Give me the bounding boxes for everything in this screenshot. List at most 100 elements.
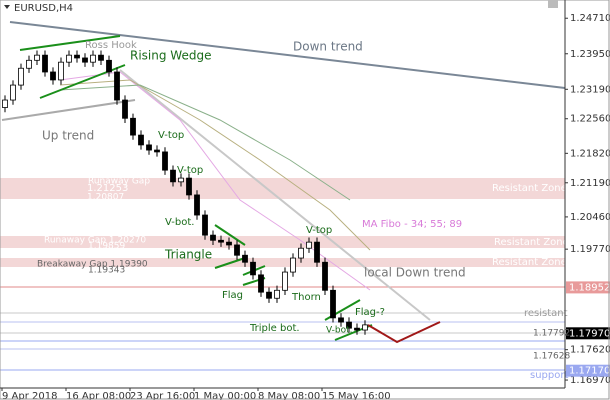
zones [0, 178, 565, 371]
y-tick-label: 1.19770 [570, 244, 610, 255]
annotation: 1.17628 [533, 352, 570, 362]
candle-body [10, 84, 16, 101]
forecast [367, 321, 441, 344]
candle-body [354, 327, 360, 331]
price-label-box [566, 364, 610, 377]
labels: 1.24710 1.23950 1.23190 1.22560 1.21820 1.211… [1, 13, 610, 400]
resistant-zone [0, 178, 565, 199]
candle-body [74, 54, 80, 59]
x-tick-label: 1 May 00:00 [194, 391, 256, 400]
price-label: 1.18952 [569, 282, 610, 293]
candle-body [114, 71, 120, 101]
x-tick-label: 23 Apr 16:00 [130, 391, 195, 400]
candle-body [18, 67, 24, 86]
candle-body [90, 54, 96, 63]
candle-body [202, 214, 208, 236]
candles [2, 50, 368, 335]
annotation: Runaway Gap [88, 177, 150, 187]
candle-body [314, 241, 320, 263]
y-tick-label: 1.24710 [570, 13, 610, 24]
candle-body [242, 254, 248, 263]
candle-body [306, 241, 312, 249]
price-label: 1.17170 [569, 366, 610, 377]
candle-body [330, 289, 336, 319]
annotation: Runaway Gap 1.20270 [44, 236, 146, 246]
candle-body [346, 321, 352, 329]
annotation: Triple bot. [249, 323, 300, 334]
candle-body [106, 59, 112, 73]
annotation: 1.20807 [87, 193, 124, 203]
candle-body [194, 194, 200, 216]
candle-body [42, 54, 48, 73]
annotation: MA Fibo - 34; 55; 89 [362, 219, 462, 230]
candle-body [186, 177, 192, 196]
wedge-line [19, 35, 121, 51]
annotation: local Down trend [364, 266, 466, 280]
y-tick-label: 1.16970 [570, 375, 610, 386]
candle-body [2, 99, 8, 108]
triangle-line [214, 257, 246, 269]
annotation: Down trend [293, 40, 363, 54]
candle-body [82, 57, 88, 63]
x-tick-label: 9 Apr 2018 [2, 391, 57, 400]
annotation: 1.19859 [88, 242, 125, 252]
candle-body [66, 54, 72, 63]
annotation: Breakaway Gap 1.19390 [37, 260, 148, 270]
candle-body [178, 177, 184, 183]
candle-body [162, 151, 168, 171]
y-tick-label: 1.22560 [570, 114, 610, 125]
candle-body [138, 134, 144, 146]
annotation: Ross Hook [85, 40, 137, 51]
candle-body [250, 261, 256, 276]
candle-body [282, 271, 288, 291]
y-tick-label: 1.21190 [570, 178, 610, 189]
resistant-zone [0, 258, 565, 267]
annotation: V-top [158, 130, 184, 141]
candle-body [170, 169, 176, 183]
candle-body [322, 261, 328, 291]
candle-body [218, 239, 224, 243]
candle-body [146, 144, 152, 151]
dropdown-icon [4, 5, 10, 9]
ma-line [59, 84, 351, 201]
chart-title: EURUSD,H4 [14, 3, 73, 14]
candle-body [210, 234, 216, 241]
candle-body [298, 247, 304, 259]
annotation: Triangle [164, 248, 212, 262]
candle-body [266, 291, 272, 299]
y-tick-label: 1.23190 [570, 84, 610, 95]
y-tick-label: 1.21820 [570, 148, 610, 159]
local-down-trend [119, 69, 431, 321]
resistant-zone [0, 236, 565, 248]
candle-body [290, 257, 296, 273]
annotation: Resistant Zone [494, 237, 569, 248]
up-trend [1, 99, 136, 121]
price-label: 1.17970 [569, 328, 610, 339]
annotation: 1.21253 [87, 183, 128, 194]
candle-body [58, 61, 64, 81]
candle-body [122, 99, 128, 119]
down-trend [9, 21, 566, 89]
x-tick-label: 8 May 08:00 [258, 391, 320, 400]
annotation: V-top [177, 165, 203, 176]
price-label-box [566, 327, 610, 340]
triangle-line [214, 224, 246, 246]
candle-body [258, 274, 264, 293]
candle-body [338, 317, 344, 323]
annotation: resistant [524, 308, 568, 319]
y-tick-label: 1.23950 [570, 49, 610, 60]
annotation: Flag-? [355, 307, 385, 318]
candle-body [98, 54, 104, 61]
annotation: Resistant Zone [492, 183, 567, 194]
candle-body [26, 59, 32, 69]
candle-body [130, 117, 136, 136]
candle-body [234, 244, 240, 256]
y-tick-label: 1.17620 [570, 345, 610, 356]
price-label-box [566, 281, 610, 294]
candle-body [50, 71, 56, 81]
candle-body [226, 241, 232, 246]
candle-body [362, 324, 368, 331]
candle-body [154, 149, 160, 153]
